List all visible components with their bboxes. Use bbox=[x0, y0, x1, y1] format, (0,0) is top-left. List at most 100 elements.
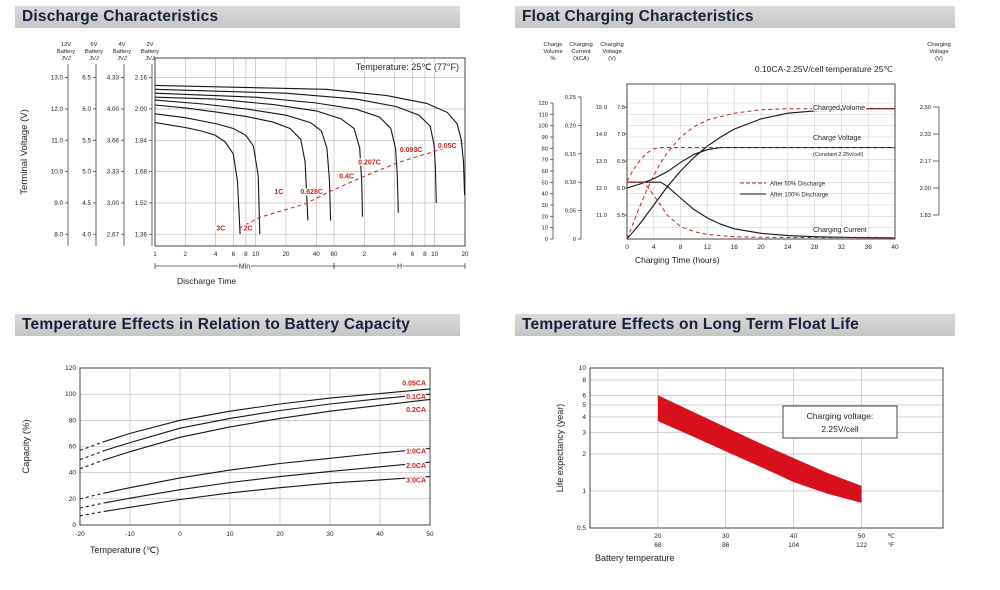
axis-tick: 20 bbox=[542, 214, 548, 220]
x-tick-min: 60 bbox=[331, 251, 339, 258]
label-charging-current: Charging Current bbox=[813, 227, 867, 234]
axis-tick-12v: 14.0 bbox=[596, 132, 607, 138]
rate-label-3.0CA: 3.0CA bbox=[406, 478, 426, 485]
axis-header-right: (V) bbox=[935, 56, 943, 62]
axis-tick: 50 bbox=[542, 180, 548, 186]
discharge-curve-0.628C bbox=[154, 99, 332, 221]
discharge-curve-2C bbox=[154, 113, 261, 235]
axis-tick: 0.20 bbox=[565, 123, 576, 129]
y-axis-title: Life expectancy (year) bbox=[555, 404, 565, 493]
axis-tick-2v: 2.17 bbox=[920, 159, 931, 165]
axis-tick: 80 bbox=[542, 146, 548, 152]
axis-tick: 70 bbox=[542, 158, 548, 164]
x-tick-min: 8 bbox=[244, 251, 248, 258]
x-tick: 20 bbox=[757, 244, 765, 251]
x-tick: 24 bbox=[784, 244, 792, 251]
axis-tick-12v: 13.0 bbox=[596, 159, 607, 165]
axis-tick: 60 bbox=[542, 169, 548, 175]
axis-header: Volume bbox=[543, 49, 562, 55]
x-tick-celsius: 40 bbox=[790, 533, 798, 540]
axis-header: Current bbox=[571, 49, 591, 55]
float-charging-chart: ChargeVolume%120110100908070605040302010… bbox=[538, 42, 951, 265]
battery-scale-tick: 4.00 bbox=[107, 106, 120, 113]
x-tick: 12 bbox=[704, 244, 712, 251]
axis-tick-2v: 2.33 bbox=[920, 132, 931, 138]
x-tick-celsius: 50 bbox=[858, 533, 866, 540]
battery-column-header: Battery bbox=[57, 49, 75, 55]
axis-tick: 40 bbox=[542, 192, 548, 198]
x-tick-hour: 10 bbox=[431, 251, 439, 258]
battery-scale-tick: 10.0 bbox=[51, 169, 64, 176]
x-tick: 8 bbox=[679, 244, 683, 251]
x-tick-fahrenheit: 122 bbox=[856, 542, 867, 549]
x-tick-hour: 20 bbox=[461, 251, 469, 258]
x-unit-label: H bbox=[397, 264, 402, 271]
battery-scale-tick: 3.00 bbox=[107, 200, 120, 207]
x-axis-title: Discharge Time bbox=[177, 276, 236, 286]
axis-tick: 0.05 bbox=[565, 209, 576, 215]
x-tick-celsius: 30 bbox=[722, 533, 730, 540]
discharge-chart: 12VBatteryJVJ13.012.011.010.09.08.06VBat… bbox=[19, 42, 469, 286]
capacity-curve-dash-0.1CA bbox=[79, 449, 106, 461]
annotation-charging-voltage: Charging voltage: bbox=[807, 411, 874, 421]
x-tick-min: 4 bbox=[214, 251, 218, 258]
x-tick-min: 20 bbox=[282, 251, 290, 258]
x-axis-title: Battery temperature bbox=[595, 553, 675, 563]
x-tick: 10 bbox=[226, 531, 234, 538]
y-tick: 6 bbox=[582, 392, 586, 399]
y-tick: 1 bbox=[582, 488, 586, 495]
axis-tick-2v: 1.83 bbox=[920, 213, 931, 219]
axis-tick-2v: 2.00 bbox=[920, 186, 931, 192]
x-tick-min: 1 bbox=[153, 251, 157, 258]
x-tick-hour: 4 bbox=[393, 251, 397, 258]
capacity-curve-2.0CA bbox=[104, 461, 431, 504]
axis-header: (XCA) bbox=[573, 56, 589, 62]
y-tick: 5 bbox=[582, 402, 586, 409]
axis-tick-2v: 2.50 bbox=[920, 105, 931, 111]
y-tick: 0 bbox=[72, 522, 76, 529]
legend-after-50: After 50% Discharge bbox=[770, 182, 826, 188]
axis-tick: 10 bbox=[542, 226, 548, 232]
battery-scale-tick: 2.67 bbox=[107, 231, 120, 238]
label-charge-voltage-sub: (Constant 2.25v/cell) bbox=[813, 152, 864, 158]
capacity-line bbox=[238, 142, 464, 229]
axis-tick: 90 bbox=[542, 135, 548, 141]
x-tick-celsius: 20 bbox=[654, 533, 662, 540]
battery-scale-tick: 1.68 bbox=[135, 169, 148, 176]
charge-voltage-50 bbox=[626, 147, 895, 182]
capacity-curve-dash-0.2CA bbox=[79, 459, 106, 470]
axis-header: (V) bbox=[608, 56, 616, 62]
charged-volume-50 bbox=[626, 108, 895, 240]
axis-tick-6v: 6.5 bbox=[617, 159, 625, 165]
x-tick: 32 bbox=[838, 244, 846, 251]
axis-header-right: Charging bbox=[927, 42, 951, 48]
life-band bbox=[657, 395, 862, 503]
x-tick: -20 bbox=[75, 531, 85, 538]
x-tick-min: 40 bbox=[313, 251, 321, 258]
axis-tick-12v: 12.0 bbox=[596, 186, 607, 192]
x-tick: 30 bbox=[326, 531, 334, 538]
section-header: Discharge Characteristics bbox=[15, 6, 460, 28]
battery-scale-tick: 2.16 bbox=[135, 75, 148, 82]
x-tick-hour: 6 bbox=[411, 251, 415, 258]
y-tick: 3 bbox=[582, 429, 586, 436]
x-tick-min: 6 bbox=[232, 251, 236, 258]
x-tick: 4 bbox=[652, 244, 656, 251]
panel-temperature-capacity: Temperature Effects in Relation to Batte… bbox=[15, 314, 495, 586]
section-title-discharge: Discharge Characteristics bbox=[22, 8, 219, 25]
battery-column-header: JVJ bbox=[145, 56, 155, 62]
charging-current-100 bbox=[627, 181, 896, 239]
y-tick: 10 bbox=[579, 365, 587, 372]
battery-scale-tick: 4.33 bbox=[107, 75, 120, 82]
x-tick-hour: 2 bbox=[363, 251, 367, 258]
battery-column-header: 12V bbox=[61, 42, 71, 48]
y-tick: 40 bbox=[69, 470, 77, 477]
battery-scale-tick: 2.00 bbox=[135, 106, 148, 113]
rate-label-1C: 1C bbox=[274, 189, 283, 196]
rate-label-2C: 2C bbox=[244, 226, 253, 233]
x-tick-min: 2 bbox=[184, 251, 188, 258]
axis-header: Charge bbox=[543, 42, 562, 48]
axis-tick: 30 bbox=[542, 203, 548, 209]
y-axis-title: Terminal Voltage (V) bbox=[19, 109, 30, 195]
y-tick: 8 bbox=[582, 377, 586, 384]
